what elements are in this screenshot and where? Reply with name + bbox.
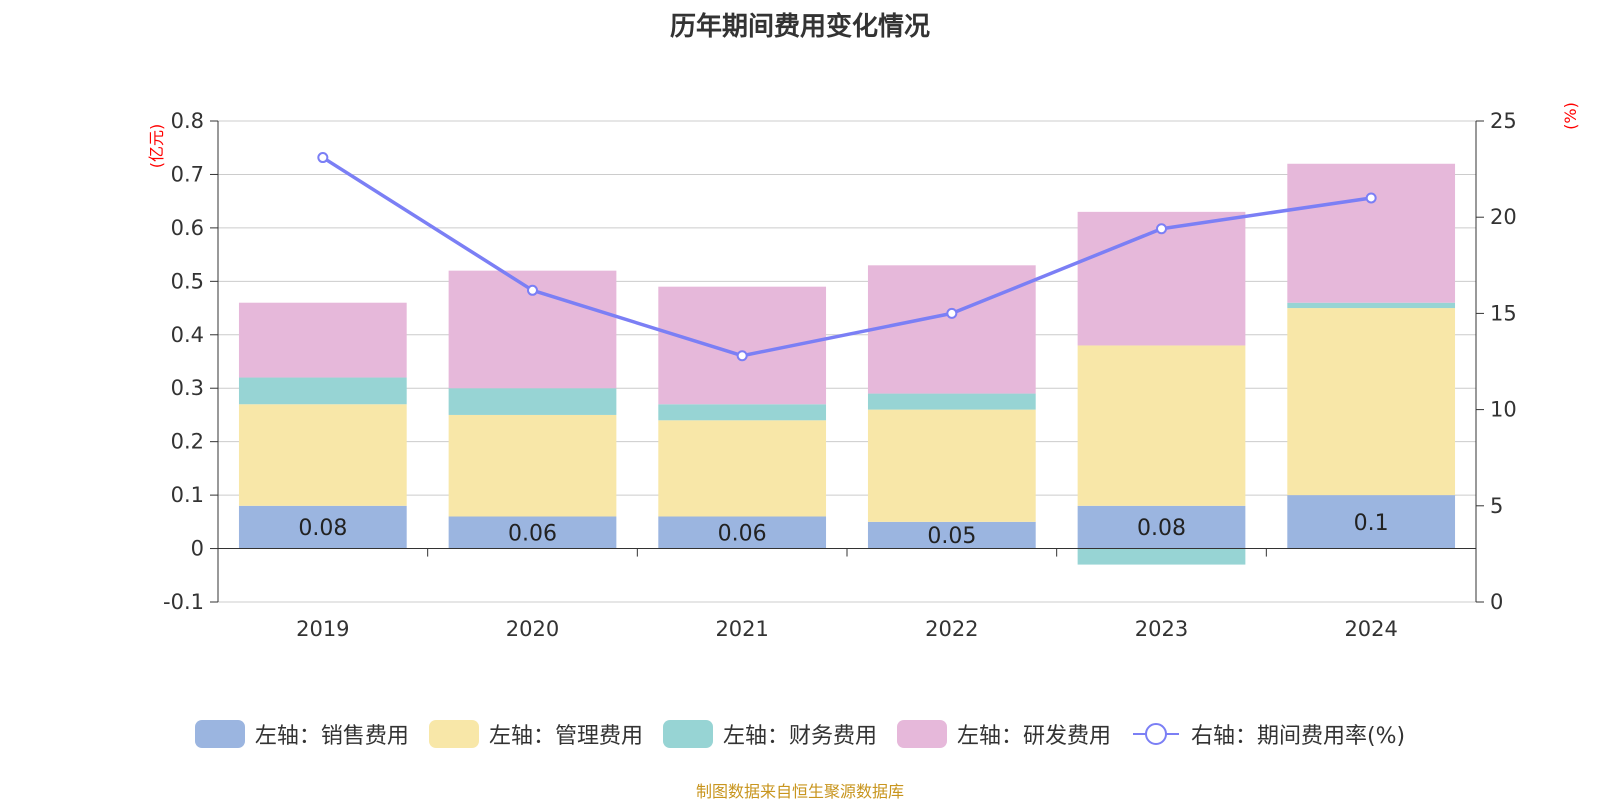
legend-swatch	[194, 720, 245, 748]
data-label: 0.08	[298, 516, 347, 541]
bar-segment	[448, 414, 617, 517]
left-axis-tick-label: 0	[191, 537, 204, 561]
data-label: 0.1	[1354, 511, 1389, 536]
right-axis-unit: (%)	[1561, 102, 1580, 130]
right-axis-tick-label: 10	[1490, 398, 1517, 422]
left-axis-tick-label: 0.2	[171, 430, 204, 454]
line-point	[1156, 223, 1167, 235]
right-axis-tick-label: 0	[1490, 590, 1503, 614]
legend-item[interactable]: 左轴：财务费用	[662, 718, 877, 750]
category-label: 2019	[296, 617, 349, 641]
bar-segment	[867, 521, 1036, 549]
source-note: 制图数据来自恒生聚源数据库	[695, 782, 904, 801]
chart-title: 历年期间费用变化情况	[669, 12, 930, 42]
category-label: 2024	[1344, 617, 1397, 641]
bar-segment	[1077, 548, 1246, 565]
legend-line-marker-icon	[1132, 723, 1179, 745]
category-label: 2023	[1135, 617, 1188, 641]
bar-segment	[238, 302, 407, 378]
bar-segment	[658, 404, 827, 421]
legend-item[interactable]: 左轴：研发费用	[896, 718, 1111, 750]
legend-swatch	[662, 720, 713, 748]
right-axis-tick-label: 25	[1490, 109, 1517, 133]
bar-segment	[238, 404, 407, 506]
data-label: 0.05	[927, 524, 976, 549]
legend-label: 左轴：管理费用	[488, 724, 643, 749]
bar-segment	[448, 388, 617, 415]
category-label: 2021	[715, 617, 768, 641]
bar-segment	[658, 420, 827, 517]
line-series-path	[321, 156, 1372, 358]
legend-label: 左轴：研发费用	[956, 724, 1111, 749]
left-axis-tick-label: 0.7	[171, 162, 204, 186]
chart-plot: -0.1 0 0.1 0.2 0.3 0.4 0.5 0.6 0.7 0.8 0 5 10 15 20 25 (…	[147, 102, 1580, 641]
bar-segment	[1287, 495, 1456, 549]
legend-item[interactable]: 左轴：销售费用	[194, 718, 409, 750]
legend-item[interactable]: 右轴：期间费用率(%)	[1131, 718, 1405, 750]
line-point	[946, 307, 958, 319]
bar-segment	[1287, 163, 1456, 303]
line-point	[527, 284, 538, 296]
left-axis-unit: (亿元)	[147, 124, 166, 169]
left-axis-tick-label: 0.6	[171, 216, 204, 240]
legend-swatch	[428, 720, 479, 748]
line-point	[317, 152, 329, 164]
legend-label: 左轴：财务费用	[722, 724, 877, 749]
bar-segment	[658, 516, 827, 549]
legend: 左轴：销售费用 左轴：管理费用 左轴：财务费用 左轴：研发费用 右轴：期间费用率(%)	[0, 718, 1600, 750]
right-axis-tick-label: 5	[1490, 494, 1503, 518]
left-axis-tick-label: 0.3	[171, 376, 204, 400]
line-point	[736, 350, 748, 362]
left-axis-tick-label: 0.4	[171, 323, 204, 347]
bar-segment	[867, 393, 1036, 410]
left-axis-tick-label: 0.1	[171, 483, 204, 507]
data-label: 0.06	[508, 522, 557, 547]
category-label: 2020	[506, 617, 559, 641]
left-axis-tick-label: 0.8	[171, 109, 204, 133]
legend-label: 右轴：期间费用率(%)	[1190, 724, 1406, 749]
right-axis-tick-label: 20	[1490, 205, 1517, 229]
bar-segment	[867, 409, 1036, 522]
right-axis-tick-label: 15	[1490, 301, 1517, 325]
bar-segment	[1287, 308, 1456, 496]
bar-segment	[1287, 302, 1456, 309]
bar-segment	[448, 516, 617, 549]
legend-item[interactable]: 左轴：管理费用	[428, 718, 643, 750]
bar-segment	[867, 265, 1036, 394]
legend-swatch	[896, 720, 947, 748]
data-label: 0.06	[718, 522, 767, 547]
left-axis-tick-label: -0.1	[163, 590, 204, 614]
category-label: 2022	[925, 617, 978, 641]
bar-segment	[238, 505, 407, 549]
bar-segment	[1077, 345, 1246, 506]
bar-segment	[238, 377, 407, 405]
bar-segment	[1077, 505, 1246, 549]
data-label: 0.08	[1137, 516, 1186, 541]
left-axis-tick-label: 0.5	[171, 269, 204, 293]
line-point	[1365, 192, 1377, 204]
legend-label: 左轴：销售费用	[254, 724, 409, 749]
